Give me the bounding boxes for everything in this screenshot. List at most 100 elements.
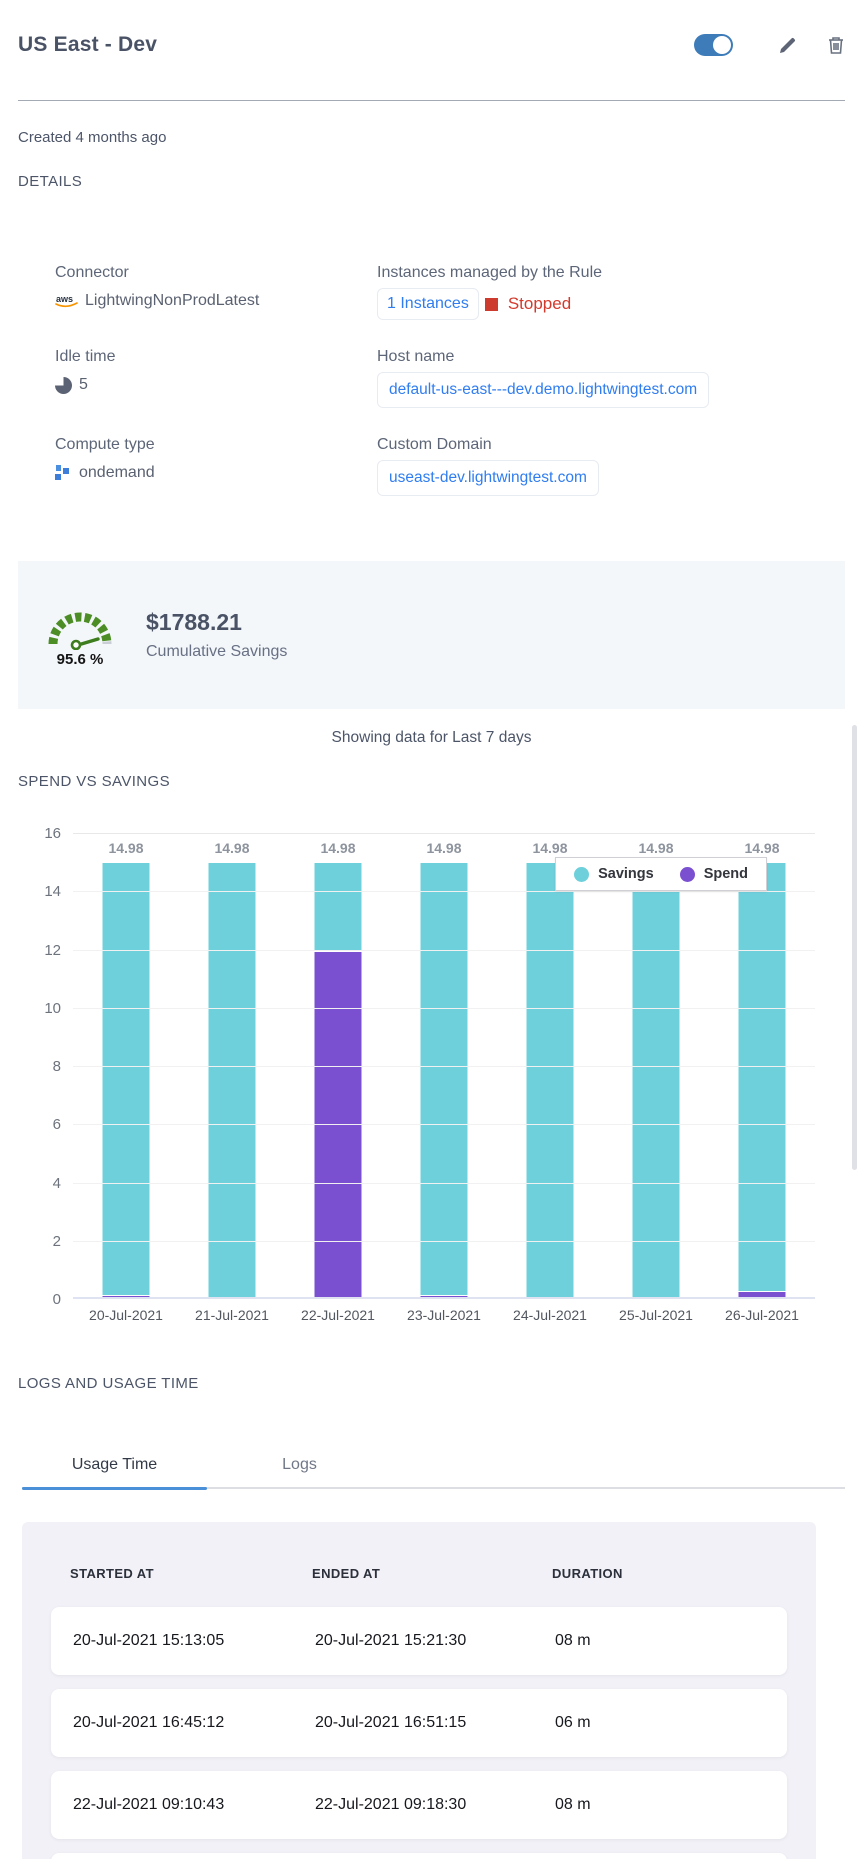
page-title: US East - Dev bbox=[18, 33, 158, 56]
edit-button[interactable] bbox=[778, 36, 797, 55]
tabs-baseline bbox=[22, 1487, 845, 1489]
bar-slot: 14.98 bbox=[73, 833, 179, 1299]
savings-banner: 95.6 % $1788.21 Cumulative Savings bbox=[18, 561, 845, 709]
x-tick-label: 26-Jul-2021 bbox=[725, 1307, 799, 1323]
details-heading: DETAILS bbox=[18, 173, 83, 190]
connector-label: Connector bbox=[55, 264, 129, 281]
host-name-link[interactable]: default-us-east---dev.demo.lightwingtest… bbox=[377, 372, 710, 408]
x-tick-label: 22-Jul-2021 bbox=[301, 1307, 375, 1323]
stopped-square-icon bbox=[484, 297, 498, 311]
field-instances: Instances managed by the Rule 1 Instance… bbox=[377, 262, 845, 320]
cell-duration: 08 m bbox=[555, 1632, 591, 1649]
x-tick-label: 24-Jul-2021 bbox=[513, 1307, 587, 1323]
usage-table: STARTED AT ENDED AT DURATION 20-Jul-2021… bbox=[22, 1522, 816, 1859]
y-tick-label: 6 bbox=[52, 1116, 61, 1134]
cell-duration: 06 m bbox=[555, 1714, 591, 1731]
y-tick-label: 16 bbox=[44, 825, 61, 842]
bar-slot: 14.98 bbox=[179, 833, 285, 1299]
details-grid: Connector aws LightwingNonProdLatest Ins… bbox=[55, 262, 845, 496]
legend-dot-icon bbox=[679, 866, 695, 882]
clock-icon bbox=[55, 376, 72, 394]
savings-percent: 95.6 % bbox=[56, 650, 104, 668]
y-tick-label: 12 bbox=[44, 941, 61, 959]
gridline bbox=[73, 1297, 815, 1299]
tab-logs[interactable]: Logs bbox=[282, 1456, 317, 1473]
cell-ended-at: 20-Jul-2021 15:21:30 bbox=[315, 1632, 467, 1649]
active-tab-underline bbox=[22, 1487, 207, 1490]
field-host-name: Host name default-us-east---dev.demo.lig… bbox=[377, 346, 845, 408]
stacked-bar bbox=[208, 862, 256, 1299]
spend-vs-savings-chart: 14.98 14.98 14.98 14.98 14.98 14.98 14.98 Savin… bbox=[18, 825, 845, 1323]
instances-status: Stopped bbox=[507, 294, 572, 313]
instances-label: Instances managed by the Rule bbox=[377, 264, 603, 281]
compute-grid-icon bbox=[55, 465, 71, 481]
rule-enabled-toggle[interactable] bbox=[694, 34, 733, 56]
x-tick-label: 23-Jul-2021 bbox=[407, 1307, 481, 1323]
idle-time-value: 5 bbox=[79, 376, 88, 393]
rule-detail-panel: US East - Dev Created 4 months ago DETAI… bbox=[0, 30, 862, 1864]
cell-duration: 08 m bbox=[555, 1796, 591, 1813]
savings-segment bbox=[314, 862, 362, 951]
table-row: 20-Jul-2021 16:45:12 20-Jul-2021 16:51:1… bbox=[51, 1689, 787, 1757]
custom-domain-label: Custom Domain bbox=[377, 436, 492, 453]
bar-slot: 14.98 bbox=[497, 833, 603, 1299]
spend-segment bbox=[738, 1291, 786, 1299]
savings-segment bbox=[632, 862, 680, 1299]
stacked-bar bbox=[102, 862, 150, 1299]
savings-amount: $1788.21 bbox=[146, 609, 242, 635]
gridline bbox=[73, 891, 815, 893]
legend-dot-icon bbox=[574, 866, 590, 882]
cell-started-at: 20-Jul-2021 15:13:05 bbox=[73, 1632, 225, 1649]
savings-segment bbox=[526, 862, 574, 1299]
bar-value-label: 14.98 bbox=[532, 839, 568, 856]
stacked-bar bbox=[632, 862, 680, 1299]
x-tick-label: 21-Jul-2021 bbox=[195, 1307, 269, 1323]
gridline bbox=[73, 1240, 815, 1242]
stacked-bar bbox=[526, 862, 574, 1299]
cell-started-at: 20-Jul-2021 16:45:12 bbox=[73, 1714, 225, 1731]
y-tick-label: 14 bbox=[44, 883, 61, 901]
header-divider bbox=[18, 100, 845, 101]
y-tick-label: 4 bbox=[52, 1174, 61, 1192]
delete-button[interactable] bbox=[827, 35, 845, 55]
chart-legend: Savings Spend bbox=[555, 857, 767, 891]
y-tick-label: 10 bbox=[44, 999, 61, 1017]
idle-time-label: Idle time bbox=[55, 348, 116, 365]
table-row: 20-Jul-2021 15:13:05 20-Jul-2021 15:21:3… bbox=[51, 1607, 787, 1675]
host-name-label: Host name bbox=[377, 348, 455, 365]
chart-heading: SPEND VS SAVINGS bbox=[18, 773, 170, 790]
toggle-knob bbox=[713, 36, 731, 54]
bar-slot: 14.98 bbox=[603, 833, 709, 1299]
trash-icon bbox=[827, 35, 845, 55]
savings-segment bbox=[102, 862, 150, 1296]
gauge-icon bbox=[38, 603, 122, 650]
gridline bbox=[73, 1124, 815, 1126]
pencil-icon bbox=[778, 36, 797, 55]
cell-ended-at: 22-Jul-2021 09:18:30 bbox=[315, 1796, 467, 1813]
table-row-partial bbox=[51, 1853, 787, 1859]
bar-value-label: 14.98 bbox=[426, 839, 462, 856]
custom-domain-link[interactable]: useast-dev.lightwingtest.com bbox=[377, 460, 599, 496]
scrollbar-thumb[interactable] bbox=[852, 725, 857, 1170]
svg-text:aws: aws bbox=[56, 294, 73, 304]
legend-item-spend: Spend bbox=[679, 866, 748, 882]
connector-value: LightwingNonProdLatest bbox=[85, 292, 260, 309]
cell-ended-at: 20-Jul-2021 16:51:15 bbox=[315, 1714, 467, 1731]
field-compute-type: Compute type ondemand bbox=[55, 434, 377, 496]
bar-value-label: 14.98 bbox=[638, 839, 674, 856]
compute-type-label: Compute type bbox=[55, 436, 155, 453]
gridline bbox=[73, 1182, 815, 1184]
tab-usage-time[interactable]: Usage Time bbox=[71, 1456, 158, 1473]
field-connector: Connector aws LightwingNonProdLatest bbox=[55, 262, 377, 320]
gridline bbox=[73, 1066, 815, 1067]
panel-header: US East - Dev bbox=[18, 30, 845, 60]
chart-plot: 14.98 14.98 14.98 14.98 14.98 14.98 14.98 Savin… bbox=[44, 825, 815, 1308]
cell-started-at: 22-Jul-2021 09:10:43 bbox=[73, 1796, 225, 1813]
field-idle-time: Idle time 5 bbox=[55, 346, 377, 408]
created-text: Created 4 months ago bbox=[18, 129, 167, 146]
period-note: Showing data for Last 7 days bbox=[331, 729, 532, 746]
stacked-bar bbox=[420, 862, 468, 1299]
bar-slot: 14.98 bbox=[391, 833, 497, 1299]
instances-link[interactable]: 1 Instances bbox=[377, 288, 479, 320]
savings-segment bbox=[420, 862, 468, 1296]
